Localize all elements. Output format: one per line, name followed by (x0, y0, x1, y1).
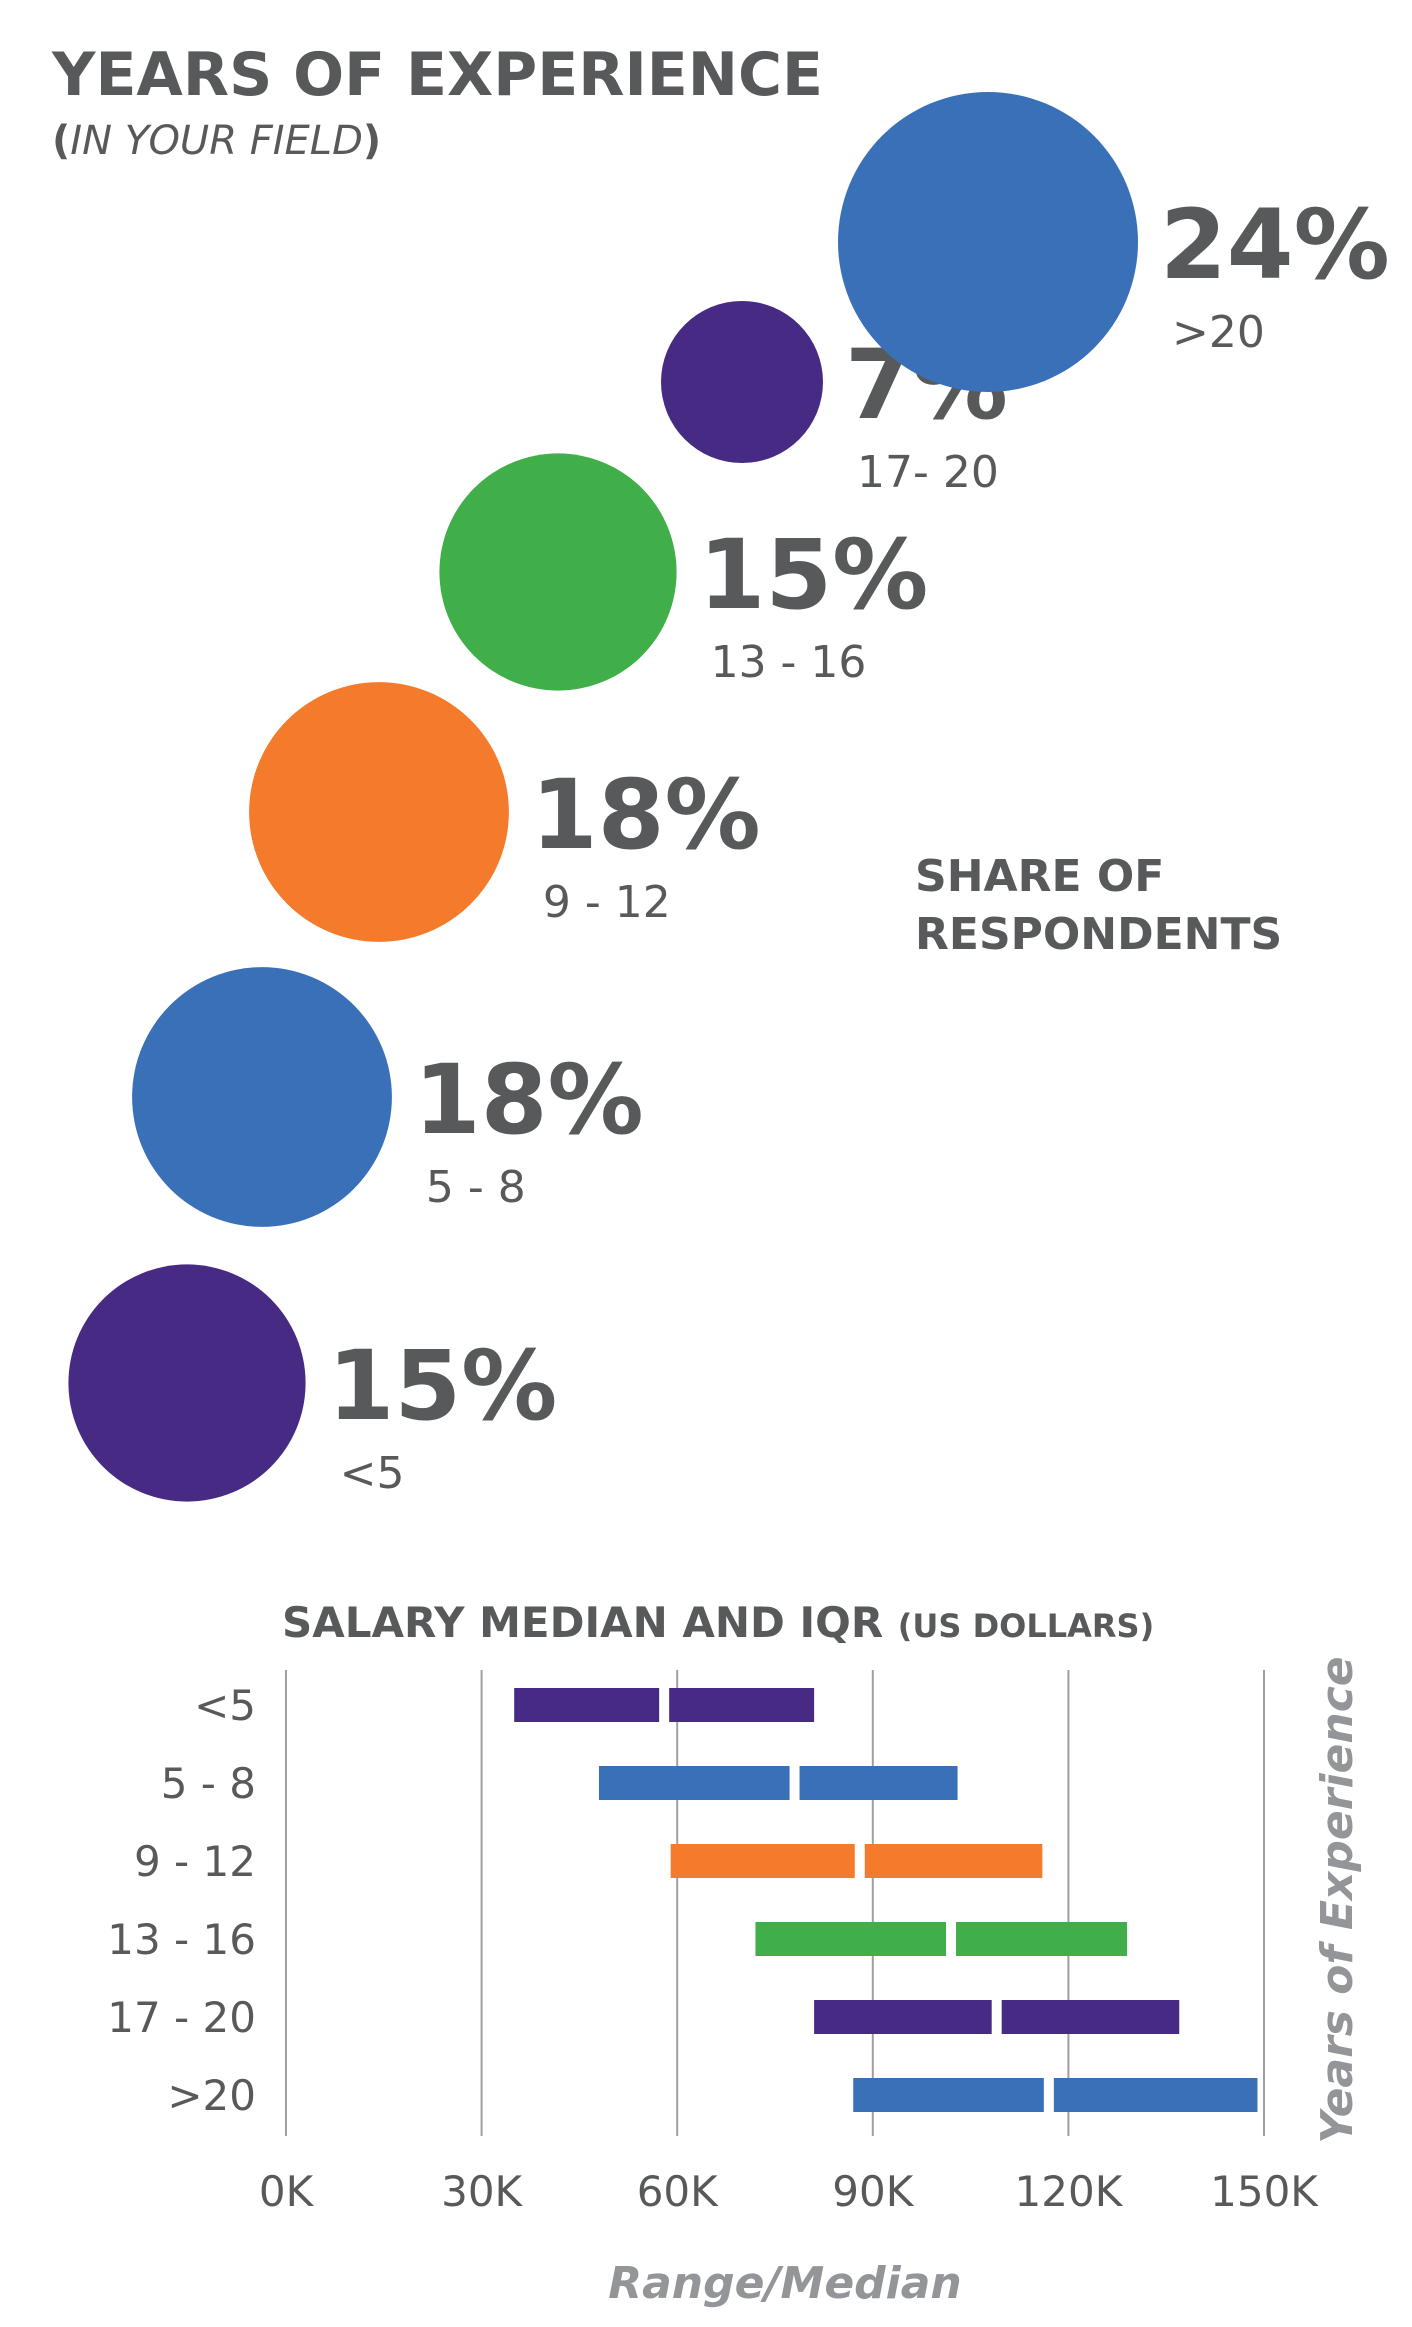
bubble-5 (838, 92, 1138, 392)
subtitle-close-paren: ) (362, 118, 382, 164)
iqr-upper-bar (669, 1688, 815, 1722)
iqr-upper-bar (1053, 2078, 1258, 2112)
y-category-label: <5 (194, 1681, 256, 1730)
iqr-lower-bar (755, 1922, 947, 1956)
x-tick-label: 120K (1015, 2167, 1124, 2216)
bubble-value-label: 24% (1160, 189, 1390, 301)
bubble-0 (68, 1264, 306, 1502)
subtitle-open-paren: ( (52, 118, 71, 164)
bubble-4 (660, 300, 824, 464)
y-category-label: 17 - 20 (107, 1993, 256, 2042)
y-category-label: >20 (167, 2071, 256, 2120)
bubble-category-label: <5 (340, 1448, 405, 1499)
bubble-value-label: 18% (531, 759, 761, 871)
bubble-category-label: 13 - 16 (711, 637, 867, 688)
bubble-category-label: 9 - 12 (543, 877, 671, 928)
bubble-category-label: >20 (1172, 307, 1265, 358)
y-category-label: 9 - 12 (134, 1837, 256, 1886)
bubble-value-label: 15% (328, 1330, 558, 1442)
subtitle-text: IN YOUR FIELD (70, 118, 363, 164)
salary-title-main: SALARY MEDIAN AND IQR (282, 1598, 884, 1647)
iqr-upper-bar (956, 1922, 1128, 1956)
bubble-value-label: 15% (699, 519, 929, 631)
x-tick-label: 90K (832, 2167, 914, 2216)
x-tick-label: 150K (1210, 2167, 1319, 2216)
y-category-label: 13 - 16 (107, 1915, 256, 1964)
salary-chart-title: SALARY MEDIAN AND IQR (US DOLLARS) (282, 1598, 1154, 1647)
iqr-lower-bar (853, 2078, 1044, 2112)
salary-title-suffix: (US DOLLARS) (897, 1607, 1155, 1645)
iqr-lower-bar (598, 1766, 790, 1800)
x-tick-label: 60K (637, 2167, 719, 2216)
y-axis-label: Years of Experience (1312, 1656, 1363, 2143)
iqr-lower-bar (670, 1844, 855, 1878)
iqr-lower-bar (814, 2000, 992, 2034)
bubble-1 (132, 967, 392, 1227)
iqr-upper-bar (1001, 2000, 1180, 2034)
x-axis-label: Range/Median (608, 2258, 962, 2309)
x-tick-label: 0K (259, 2167, 315, 2216)
iqr-upper-bar (799, 1766, 958, 1800)
x-tick-label: 30K (441, 2167, 523, 2216)
bubble-2 (249, 682, 509, 942)
y-category-label: 5 - 8 (161, 1759, 256, 1808)
iqr-lower-bar (514, 1688, 660, 1722)
chart-subtitle: (IN YOUR FIELD) (52, 118, 381, 164)
share-of-respondents-label: SHARE OF RESPONDENTS (915, 848, 1282, 964)
bubble-value-label: 18% (414, 1044, 644, 1156)
chart-title: YEARS OF EXPERIENCE (52, 40, 824, 110)
share-label-line-1: SHARE OF (915, 851, 1165, 902)
bubble-3 (439, 453, 677, 691)
bubble-category-label: 5 - 8 (426, 1162, 526, 1213)
bubble-category-label: 17- 20 (857, 447, 999, 498)
iqr-upper-bar (864, 1844, 1043, 1878)
share-label-line-2: RESPONDENTS (915, 909, 1283, 960)
